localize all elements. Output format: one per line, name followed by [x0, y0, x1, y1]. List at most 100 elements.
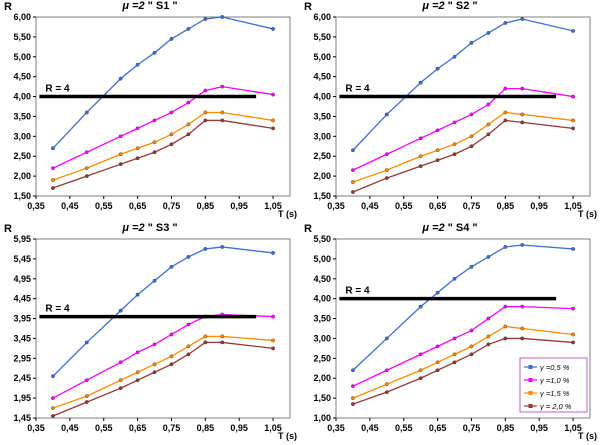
svg-text:2,00: 2,00: [313, 171, 331, 181]
svg-text:3,50: 3,50: [313, 314, 331, 324]
svg-text:6,00: 6,00: [313, 12, 331, 22]
svg-text:γ =1,0 %: γ =1,0 %: [540, 376, 570, 385]
svg-text:1,50: 1,50: [13, 191, 31, 201]
svg-text:0,55: 0,55: [395, 201, 413, 211]
svg-text:0,65: 0,65: [429, 201, 447, 211]
svg-text:6,00: 6,00: [13, 12, 31, 22]
svg-text:R = 4: R = 4: [345, 286, 370, 297]
y-axis-label-s4: R: [304, 223, 312, 235]
svg-text:4,50: 4,50: [313, 274, 331, 284]
svg-text:3,45: 3,45: [13, 333, 31, 343]
plot-area-s4: 1,00 1,50 2,00 2,50 3,00 3,50 4,00 4,50 5,00 5,50…: [313, 234, 591, 433]
svg-text:3,50: 3,50: [13, 111, 31, 121]
svg-text:R = 4: R = 4: [45, 84, 70, 95]
svg-text:γ =0,5 %: γ =0,5 %: [540, 363, 570, 372]
chart-cell-s3: R μ =2 " S3 " 1,45 1,95 2,45 2,95 3,45 3,95 4,…: [0, 222, 300, 444]
svg-text:1,50: 1,50: [313, 191, 331, 201]
svg-text:0,35: 0,35: [27, 423, 45, 433]
svg-text:1,95: 1,95: [13, 393, 31, 403]
svg-text:0,45: 0,45: [61, 201, 79, 211]
svg-text:0,85: 0,85: [497, 201, 515, 211]
svg-text:0,35: 0,35: [327, 201, 345, 211]
x-axis-label-s1: T (s): [278, 209, 297, 219]
svg-text:3,00: 3,00: [313, 131, 331, 141]
svg-text:0,75: 0,75: [163, 201, 181, 211]
svg-text:5,45: 5,45: [13, 254, 31, 264]
svg-text:5,95: 5,95: [13, 234, 31, 244]
svg-text:0,55: 0,55: [95, 201, 113, 211]
title-mu-s3: μ =2: [122, 222, 145, 234]
svg-text:0,85: 0,85: [197, 423, 215, 433]
chart-title-s4: μ =2 " S4 ": [300, 222, 600, 234]
svg-text:5,00: 5,00: [13, 52, 31, 62]
chart-cell-s2: R μ =2 " S2 " 1,50 2,00 2,50 3,00 3,50 4,00 4,…: [300, 0, 600, 222]
svg-text:1,45: 1,45: [13, 413, 31, 423]
chart-title-s3: μ =2 " S3 ": [0, 222, 300, 234]
svg-text:0,45: 0,45: [61, 423, 79, 433]
svg-text:5,00: 5,00: [313, 52, 331, 62]
svg-text:2,95: 2,95: [13, 353, 31, 363]
svg-text:2,45: 2,45: [13, 373, 31, 383]
svg-text:4,95: 4,95: [13, 274, 31, 284]
svg-text:γ = 2,0 %: γ = 2,0 %: [540, 402, 572, 411]
chart-cell-s1: R μ =2 " S1 " 1,50 2,00 2,50 3,00 3,50 4,00 4,…: [0, 0, 300, 222]
plot-area-s3: 1,45 1,95 2,45 2,95 3,45 3,95 4,45 4,95 5,45 5,95…: [13, 234, 291, 433]
title-mu-s2: μ =2: [422, 0, 445, 12]
svg-text:4,00: 4,00: [313, 294, 331, 304]
svg-text:0,55: 0,55: [395, 423, 413, 433]
svg-text:5,50: 5,50: [313, 32, 331, 42]
svg-text:0,85: 0,85: [197, 201, 215, 211]
title-name-s3: " S3 ": [147, 222, 178, 234]
svg-text:1,05: 1,05: [264, 423, 282, 433]
svg-text:5,50: 5,50: [13, 32, 31, 42]
svg-text:5,00: 5,00: [313, 254, 331, 264]
svg-text:4,00: 4,00: [313, 92, 331, 102]
svg-text:R = 4: R = 4: [45, 304, 70, 315]
svg-text:0,65: 0,65: [129, 201, 147, 211]
svg-text:0,75: 0,75: [163, 423, 181, 433]
plot-area-s1: 1,50 2,00 2,50 3,00 3,50 4,00 4,50 5,00 5,50 6,00…: [13, 12, 291, 211]
svg-text:1,05: 1,05: [264, 201, 282, 211]
title-name-s2: " S2 ": [447, 0, 478, 12]
svg-text:4,50: 4,50: [313, 72, 331, 82]
title-mu-s1: μ =2: [122, 0, 145, 12]
svg-text:R = 4: R = 4: [345, 84, 370, 95]
y-axis-label-s2: R: [304, 1, 312, 13]
svg-text:γ =1,5 %: γ =1,5 %: [540, 389, 570, 398]
svg-text:3,50: 3,50: [313, 111, 331, 121]
svg-text:0,95: 0,95: [530, 423, 548, 433]
chart-title-s2: μ =2 " S2 ": [300, 0, 600, 12]
svg-text:0,55: 0,55: [95, 423, 113, 433]
svg-text:0,65: 0,65: [129, 423, 147, 433]
svg-text:0,45: 0,45: [361, 423, 379, 433]
svg-text:2,50: 2,50: [313, 353, 331, 363]
svg-text:2,50: 2,50: [313, 151, 331, 161]
svg-text:0,45: 0,45: [361, 201, 379, 211]
svg-text:0,95: 0,95: [230, 201, 248, 211]
svg-text:0,75: 0,75: [463, 423, 481, 433]
y-axis-label-s1: R: [4, 1, 12, 13]
chart-cell-s4: R μ =2 " S4 " 1,00 1,50 2,00 2,50 3,00 3,50 4,…: [300, 222, 600, 444]
svg-text:1,00: 1,00: [313, 413, 331, 423]
svg-text:0,65: 0,65: [429, 423, 447, 433]
title-mu-s4: μ =2: [422, 222, 445, 234]
y-axis-label-s3: R: [4, 223, 12, 235]
svg-text:2,50: 2,50: [13, 151, 31, 161]
svg-text:2,00: 2,00: [13, 171, 31, 181]
title-name-s4: " S4 ": [447, 222, 478, 234]
svg-text:3,00: 3,00: [313, 333, 331, 343]
svg-text:4,45: 4,45: [13, 294, 31, 304]
svg-text:5,50: 5,50: [313, 234, 331, 244]
svg-text:0,95: 0,95: [530, 201, 548, 211]
svg-text:1,05: 1,05: [564, 423, 582, 433]
x-axis-label-s3: T (s): [278, 431, 297, 441]
svg-text:1,50: 1,50: [313, 393, 331, 403]
svg-text:0,85: 0,85: [497, 423, 515, 433]
svg-text:1,05: 1,05: [564, 201, 582, 211]
svg-text:4,50: 4,50: [13, 72, 31, 82]
svg-text:0,75: 0,75: [463, 201, 481, 211]
chart-title-s1: μ =2 " S1 ": [0, 0, 300, 12]
svg-text:0,35: 0,35: [27, 201, 45, 211]
svg-text:3,00: 3,00: [13, 131, 31, 141]
